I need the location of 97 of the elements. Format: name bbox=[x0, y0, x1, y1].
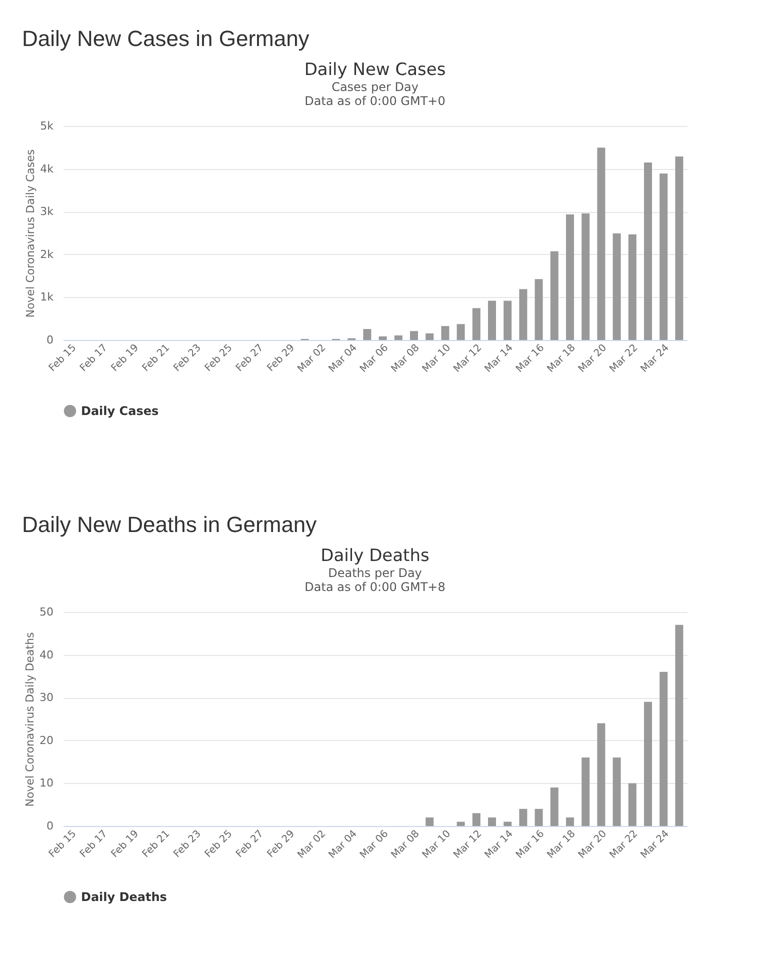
y-tick-label: 20 bbox=[40, 734, 54, 747]
x-tick-label: Feb 23 bbox=[172, 828, 204, 860]
x-tick-label: Mar 10 bbox=[420, 828, 453, 861]
x-tick-label: Mar 06 bbox=[358, 828, 391, 861]
bar bbox=[597, 148, 606, 340]
x-tick-label: Mar 16 bbox=[514, 828, 547, 861]
y-tick-label: 50 bbox=[40, 606, 54, 618]
bar bbox=[612, 758, 621, 826]
bar bbox=[488, 817, 496, 826]
bar bbox=[644, 702, 652, 826]
bar bbox=[550, 787, 558, 826]
bar bbox=[519, 289, 528, 340]
bar bbox=[612, 233, 621, 340]
bar bbox=[628, 234, 636, 340]
bar bbox=[504, 300, 512, 340]
x-tick-label: Mar 08 bbox=[389, 342, 422, 375]
bar bbox=[472, 308, 480, 340]
y-tick-label: 3k bbox=[40, 205, 54, 218]
bar bbox=[504, 822, 512, 826]
x-tick-label: Feb 29 bbox=[265, 342, 297, 374]
x-tick-label: Feb 25 bbox=[203, 342, 235, 374]
text: Data as of 0:00 GMT+0 bbox=[304, 94, 446, 108]
bar bbox=[363, 329, 372, 340]
bar bbox=[472, 813, 480, 826]
x-tick-label: Feb 27 bbox=[234, 342, 266, 374]
bar bbox=[488, 300, 496, 340]
bar bbox=[394, 335, 402, 340]
x-tick-label: Mar 10 bbox=[420, 342, 453, 375]
bar bbox=[550, 251, 558, 340]
x-tick-label: Feb 19 bbox=[109, 828, 141, 860]
y-tick-label: 40 bbox=[40, 648, 54, 662]
text: Data as of 0:00 GMT+8 bbox=[304, 580, 446, 594]
x-tick-label: Feb 27 bbox=[234, 828, 266, 860]
bar bbox=[534, 279, 543, 340]
x-tick-label: Mar 20 bbox=[576, 342, 609, 375]
x-tick-label: Mar 14 bbox=[483, 342, 516, 375]
x-tick-label: Feb 25 bbox=[203, 828, 235, 860]
bar bbox=[441, 326, 450, 340]
legend-label: Daily Cases bbox=[81, 404, 159, 418]
x-tick-label: Mar 02 bbox=[296, 828, 328, 861]
bar bbox=[456, 324, 465, 340]
x-tick-label: Feb 23 bbox=[172, 342, 204, 374]
x-tick-label: Mar 20 bbox=[576, 828, 609, 861]
x-tick-label: Mar 18 bbox=[545, 342, 578, 375]
bar bbox=[628, 783, 636, 826]
legend-label: Daily Deaths bbox=[81, 890, 167, 904]
x-tick-label: Mar 06 bbox=[358, 342, 391, 375]
y-tick-label: 2k bbox=[40, 248, 54, 261]
x-tick-label: Mar 22 bbox=[608, 342, 640, 375]
x-tick-label: Mar 12 bbox=[452, 828, 484, 861]
chart-title: Daily New Deaths in Germany bbox=[21, 511, 318, 539]
bar bbox=[644, 162, 652, 340]
x-tick-label: Mar 04 bbox=[327, 828, 360, 861]
x-tick-label: Feb 21 bbox=[140, 828, 172, 860]
x-tick-label: Mar 18 bbox=[545, 828, 578, 861]
bar bbox=[660, 174, 668, 340]
y-tick-label: 30 bbox=[40, 691, 54, 704]
x-tick-label: Mar 08 bbox=[389, 828, 422, 861]
chart-subtitle: Daily New Cases bbox=[304, 60, 446, 80]
bar bbox=[519, 808, 528, 826]
y-tick-label: 4k bbox=[40, 162, 54, 176]
y-axis-title: Novel Coronavirus Daily Cases bbox=[24, 149, 38, 318]
bar bbox=[534, 808, 543, 826]
x-tick-label: Feb 19 bbox=[109, 342, 141, 374]
bar bbox=[426, 333, 434, 340]
y-tick-label: 10 bbox=[40, 776, 54, 790]
x-tick-label: Mar 12 bbox=[452, 342, 484, 375]
bar bbox=[582, 213, 590, 340]
bar bbox=[378, 336, 387, 340]
x-tick-label: Mar 14 bbox=[483, 828, 516, 861]
x-tick-label: Feb 29 bbox=[265, 828, 297, 860]
x-tick-label: Mar 04 bbox=[327, 342, 360, 375]
text: Deaths per Day bbox=[328, 566, 422, 580]
bar bbox=[582, 758, 590, 826]
bar bbox=[675, 156, 684, 340]
text: Cases per Day bbox=[332, 80, 418, 94]
y-tick-label: 5k bbox=[40, 120, 54, 132]
bar bbox=[426, 817, 434, 826]
x-tick-label: Feb 17 bbox=[78, 828, 110, 860]
x-tick-label: Mar 16 bbox=[514, 342, 547, 375]
y-tick-label: 1k bbox=[40, 290, 54, 304]
bar bbox=[660, 672, 668, 826]
y-axis-title: Novel Coronavirus Daily Deaths bbox=[24, 632, 37, 807]
bar bbox=[566, 817, 574, 826]
bar bbox=[566, 214, 574, 340]
x-tick-label: Mar 24 bbox=[639, 828, 672, 861]
bar bbox=[456, 822, 465, 826]
x-tick-label: Mar 24 bbox=[639, 342, 672, 375]
chart-title: Daily New Cases in Germany bbox=[21, 25, 310, 53]
bar bbox=[675, 624, 684, 826]
bar bbox=[410, 331, 418, 340]
x-tick-label: Feb 21 bbox=[140, 342, 172, 374]
x-tick-label: Feb 17 bbox=[78, 342, 110, 374]
bar bbox=[597, 723, 606, 826]
x-tick-label: Mar 22 bbox=[608, 828, 640, 861]
chart-subtitle: Daily Deaths bbox=[320, 546, 430, 566]
x-tick-label: Mar 02 bbox=[296, 342, 328, 375]
